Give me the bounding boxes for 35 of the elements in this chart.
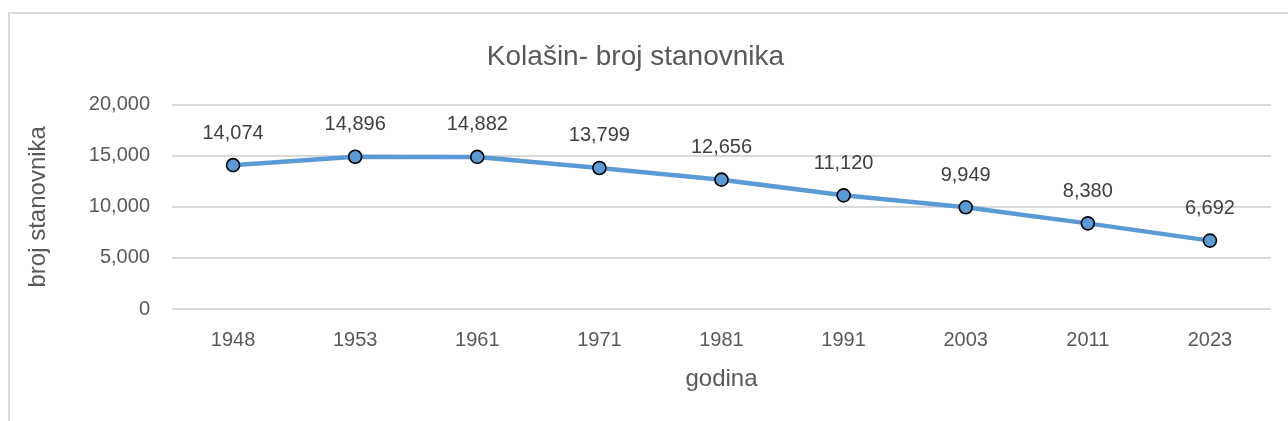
x-tick-label: 1971: [577, 327, 622, 350]
data-label: 12,656: [690, 135, 753, 158]
data-label: 8,380: [1062, 178, 1113, 201]
point: [592, 160, 607, 176]
data-label: 14,074: [202, 120, 264, 143]
data-label: 6,692: [1184, 196, 1235, 219]
x-tick-label: 1948: [210, 327, 256, 350]
y-tick-label: 0: [138, 296, 150, 319]
data-label: 13,799: [568, 123, 630, 146]
point: [469, 149, 485, 165]
y-tick-label: 15,000: [88, 143, 150, 166]
y-axis-title: broj stanovnika: [23, 125, 51, 288]
chart-title: Kolašin- broj stanovnika: [486, 39, 785, 71]
data-label: 14,896: [324, 112, 386, 135]
y-tick-label: 5,000: [99, 245, 150, 268]
data-label: 11,120: [813, 150, 874, 173]
point: [714, 172, 729, 187]
point: [225, 157, 241, 173]
point: [1080, 216, 1096, 231]
point: [1202, 233, 1218, 248]
x-tick-label: 2011: [1066, 327, 1110, 350]
point: [836, 188, 851, 203]
x-tick-label: 1961: [455, 327, 500, 350]
data-label: 9,949: [940, 162, 991, 185]
data-label: 14,882: [446, 112, 508, 135]
y-tick-label: 10,000: [88, 194, 150, 217]
x-axis-title: godina: [685, 364, 759, 392]
y-tick-label: 20,000: [88, 92, 150, 115]
x-tick-label: 1981: [699, 327, 744, 350]
x-tick-label: 1991: [821, 327, 866, 350]
x-tick-label: 2023: [1187, 327, 1233, 350]
x-tick-label: 1953: [332, 327, 378, 350]
point: [347, 149, 363, 165]
x-tick-label: 2003: [943, 327, 988, 350]
point: [958, 200, 974, 215]
